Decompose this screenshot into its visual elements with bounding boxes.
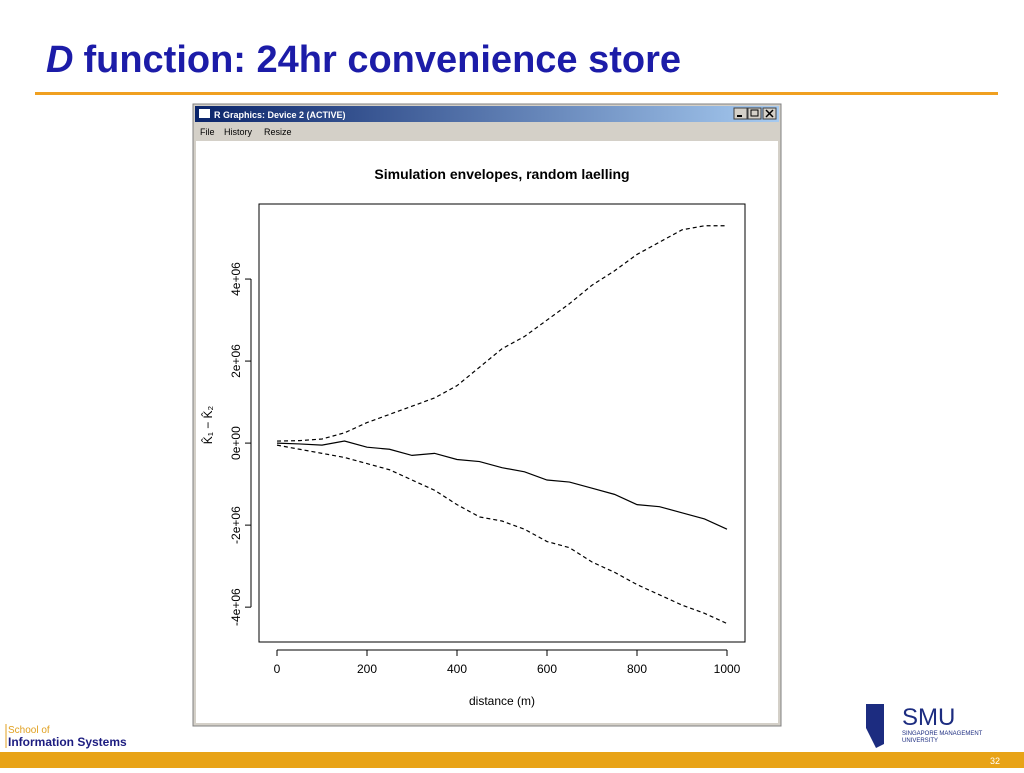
minimize-button[interactable] bbox=[733, 107, 748, 120]
maximize-button[interactable] bbox=[747, 107, 762, 120]
series-line bbox=[276, 440, 728, 530]
maximize-glyph bbox=[750, 109, 759, 117]
x-tick-label: 800 bbox=[627, 662, 647, 676]
title-italic: D bbox=[46, 39, 73, 81]
window-buttons bbox=[733, 107, 777, 120]
window-title: R Graphics: Device 2 (ACTIVE) bbox=[214, 110, 346, 120]
x-tick-label: 1000 bbox=[714, 662, 741, 676]
window-titlebar bbox=[195, 106, 779, 122]
logo-emblem bbox=[866, 704, 884, 748]
y-tick-label: 2e+06 bbox=[229, 344, 243, 378]
plot-box bbox=[258, 203, 746, 643]
chart: Simulation envelopes, random laelling di… bbox=[200, 166, 746, 708]
y-axis-label: K̂₁ − K̂₂ bbox=[200, 405, 215, 444]
window-icon bbox=[199, 109, 210, 118]
menu-item[interactable]: History bbox=[224, 127, 253, 137]
x-tick-label: 400 bbox=[447, 662, 467, 676]
y-tick-label: -4e+06 bbox=[229, 588, 243, 626]
y-tick-label: 4e+06 bbox=[229, 262, 243, 296]
y-tick-label: -2e+06 bbox=[229, 506, 243, 544]
plot-canvas bbox=[196, 141, 778, 723]
x-tick-label: 200 bbox=[357, 662, 377, 676]
menu-item[interactable]: Resize bbox=[264, 127, 292, 137]
title-rule bbox=[35, 92, 998, 95]
title-text: function: 24hr convenience store bbox=[83, 39, 681, 81]
school-line1: School of bbox=[8, 725, 50, 736]
chart-title: Simulation envelopes, random laelling bbox=[374, 166, 629, 182]
logo-text: SMU bbox=[902, 704, 955, 731]
footer-band bbox=[0, 752, 1024, 768]
menu-item[interactable]: File bbox=[200, 127, 215, 137]
series-line bbox=[276, 225, 727, 442]
y-tick-label: 0e+00 bbox=[229, 426, 243, 460]
close-glyph bbox=[765, 109, 774, 118]
series-line bbox=[276, 444, 728, 625]
logo-sub: SINGAPORE MANAGEMENT bbox=[902, 731, 983, 737]
x-axis-label: distance (m) bbox=[469, 694, 535, 708]
page-number: 32 bbox=[990, 756, 1000, 766]
x-tick-label: 0 bbox=[274, 662, 281, 676]
x-tick-label: 600 bbox=[537, 662, 557, 676]
logo-sub: UNIVERSITY bbox=[902, 738, 938, 744]
school-line2: Information Systems bbox=[8, 735, 127, 749]
